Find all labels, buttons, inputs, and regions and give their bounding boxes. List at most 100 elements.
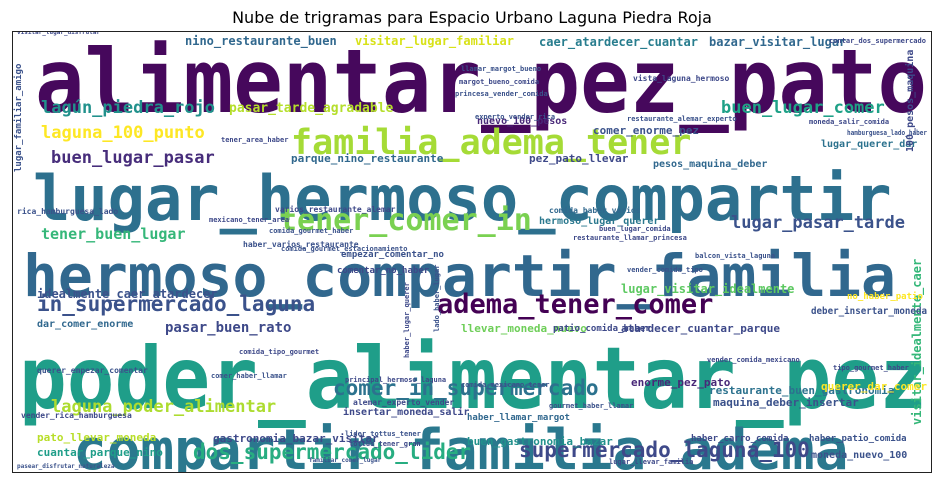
cloud-word: visitar_lugar_disfrutar	[17, 32, 100, 36]
cloud-word: haber_carro_comida	[691, 433, 789, 444]
cloud-word: mexicano_tener_area	[209, 216, 289, 224]
cloud-word: lider_tottus_tener	[345, 430, 421, 438]
cloud-word: haber_llamar_margot	[467, 413, 570, 423]
cloud-word: tener_buen_lugar	[41, 225, 186, 243]
cloud-word: patio_comida_haber	[553, 323, 651, 334]
cloud-word: moneda_nuevo_100	[811, 450, 907, 461]
cloud-word: buen_gastronomia_bazar	[467, 435, 613, 448]
cloud-word: tener_area_haber	[221, 136, 288, 144]
cloud-word: pato_llevar_moneda	[37, 431, 156, 444]
cloud-word: buen_lugar_comida	[599, 225, 671, 233]
cloud-word: atardecer_cuantar_parque	[621, 322, 780, 335]
cloud-word: comer_in_supermercado	[333, 376, 599, 400]
cloud-word: parque_nino_restaurante	[291, 152, 444, 165]
cloud-word: tener_comer_in	[279, 203, 532, 238]
cloud-word: empezar_comentar_no	[341, 250, 444, 260]
cloud-word: vender_rica_hamburguesa	[21, 410, 132, 420]
cloud-word: compartir_familia_adema	[73, 418, 848, 473]
cloud-word: no_haber_patio	[847, 291, 923, 302]
cloud-word: restaurante_buen_gastronomia	[709, 384, 894, 397]
cloud-word: bazar_visitar_lugar	[709, 35, 846, 50]
cloud-word: cuantar_parque_nino	[37, 446, 163, 459]
cloud-word: caer_atardecer_cuantar	[539, 35, 698, 50]
cloud-word: balcon_vista_laguna	[695, 252, 775, 260]
cloud-word: gourmet_haber_llamar	[549, 402, 633, 410]
cloud-word: querer_empezar_comentar	[37, 366, 148, 375]
word-cloud-frame: alimentar_pez_pato poder_alimentar_pez lug…	[12, 31, 932, 473]
cloud-word: adema_tener_comer	[437, 289, 713, 320]
cloud-word: restaurante_llamar_princesa	[573, 234, 687, 242]
word-cloud: alimentar_pez_patopoder_alimentar_pezlug…	[13, 32, 927, 473]
cloud-word: comer_haber_llamar	[211, 372, 287, 380]
cloud-word: visitar_lugar_familiar	[355, 34, 514, 49]
cloud-word: hermoso_compartir_familia	[23, 242, 896, 310]
cloud-word: haber_patio_comida	[809, 433, 907, 444]
cloud-word: comida_gourmet_haber	[269, 227, 353, 235]
cloud-word: margot_bueno_comida	[459, 78, 539, 86]
cloud-word: llevar_moneda_nuevo	[461, 322, 587, 335]
cloud-word: lugar_llevar_familia	[609, 458, 693, 466]
cloud-word: haber_varios_restaurante	[243, 239, 359, 249]
cloud-word: hamburguesa_lado_haber	[847, 129, 927, 137]
cloud-word: supermercado_laguna_100	[519, 438, 810, 462]
cloud-word: pasar_buen_rato	[165, 320, 291, 336]
cloud-word: alemar_experto_vender	[353, 398, 454, 407]
cloud-word: nino_restaurante_buen	[185, 34, 337, 49]
cloud-word: alimentar_pez_pato	[35, 32, 927, 133]
cloud-word: comida_tipo_gourmet	[239, 348, 319, 356]
cloud-word: princesa_vender_comida	[455, 90, 548, 98]
cloud-word: lugar_querer_dar	[821, 139, 917, 150]
cloud-word: rica_hamburguesa_lado	[17, 206, 118, 216]
cloud-word: idealmente_caer_atardecer	[37, 287, 218, 302]
cloud-word: lagún_piedra_rojo	[41, 98, 215, 118]
cloud-word: pez_pato_llevar	[529, 152, 629, 165]
cloud-word: varios_restaurante_alemar	[275, 204, 396, 214]
cloud-word: gastronomia_bazar_visitar	[213, 432, 379, 445]
cloud-word: lugar_familiar_amigo	[13, 64, 24, 172]
cloud-word: lugar_visitar_idealmente	[621, 282, 794, 297]
cloud-word: buen_lugar_pasar	[51, 148, 215, 168]
cloud-word: pasear_disfrutar_naturaleza	[17, 463, 115, 470]
cloud-word: comida_mexicano_tener	[461, 381, 550, 389]
chart-title: Nube de trigramas para Espacio Urbano La…	[232, 8, 712, 27]
cloud-word: familia_adema_tener	[291, 123, 691, 163]
cloud-word: lado_haber_lugar	[433, 265, 441, 332]
cloud-word: lugar_pasar_tarde	[731, 213, 905, 233]
cloud-word: vender_comida_tipo	[627, 266, 703, 274]
cloud-word: contar_dos_supermercado	[829, 37, 926, 45]
cloud-word: comentar_no_haber	[337, 266, 430, 276]
cloud-word: vista_laguna_hermoso	[633, 73, 730, 83]
cloud-word: pasar_tarde_agradable	[229, 101, 394, 116]
cloud-word: tipo_gourmet_haber	[833, 364, 909, 372]
cloud-word: familiar_comer_lugar	[309, 457, 382, 464]
cloud-word: moneda_salir_comida	[809, 118, 889, 126]
cloud-word: laguna_100_punto	[41, 123, 205, 143]
cloud-word: restaurante_alemar_experto	[627, 115, 737, 123]
cloud-word: haber_lugar_querer	[403, 282, 411, 358]
cloud-word: querer_dar_comer	[821, 380, 927, 393]
cloud-word: deber_insertar_moneda	[811, 305, 927, 317]
cloud-word: llamar_margot_bueno	[461, 65, 541, 73]
cloud-word: vender_comida_mexicano	[707, 356, 800, 364]
cloud-word: nuevo_100_pesos	[477, 116, 567, 127]
cloud-word: dar_comer_enorme	[37, 319, 133, 330]
cloud-word: comer_enorme_pez	[593, 124, 699, 137]
cloud-word: in_supermercado_laguna	[37, 292, 315, 316]
cloud-word: pesos_maquina_deber	[653, 158, 767, 170]
cloud-word: comida_gourmet_estacionamiento	[281, 245, 407, 253]
cloud-word: tottus_tener_gran	[349, 440, 421, 448]
cloud-word: poder_alimentar_pez	[19, 329, 927, 429]
cloud-word: maquina_deber_insertar	[713, 396, 859, 409]
cloud-word: experto_vender_rica	[475, 113, 555, 121]
cloud-word: comida_haber_varios	[549, 205, 641, 215]
cloud-word: hermoso_lugar_querer	[539, 216, 659, 227]
cloud-word: lugar_hermoso_compartir	[33, 162, 892, 235]
cloud-word: laguna_poder_alimentar	[51, 397, 276, 417]
cloud-word: enorme_pez_pato	[631, 376, 731, 389]
cloud-word: insertar_moneda_salir	[343, 406, 469, 418]
cloud-word: buen_lugar_comer	[721, 98, 885, 118]
cloud-word: visitar_idealmente_caer	[910, 259, 925, 425]
cloud-word: principal_hermoso_laguna	[345, 376, 446, 384]
cloud-word: dos_supermercado_lider	[193, 440, 471, 464]
cloud-word: 100_pesos_maquina	[904, 50, 916, 152]
